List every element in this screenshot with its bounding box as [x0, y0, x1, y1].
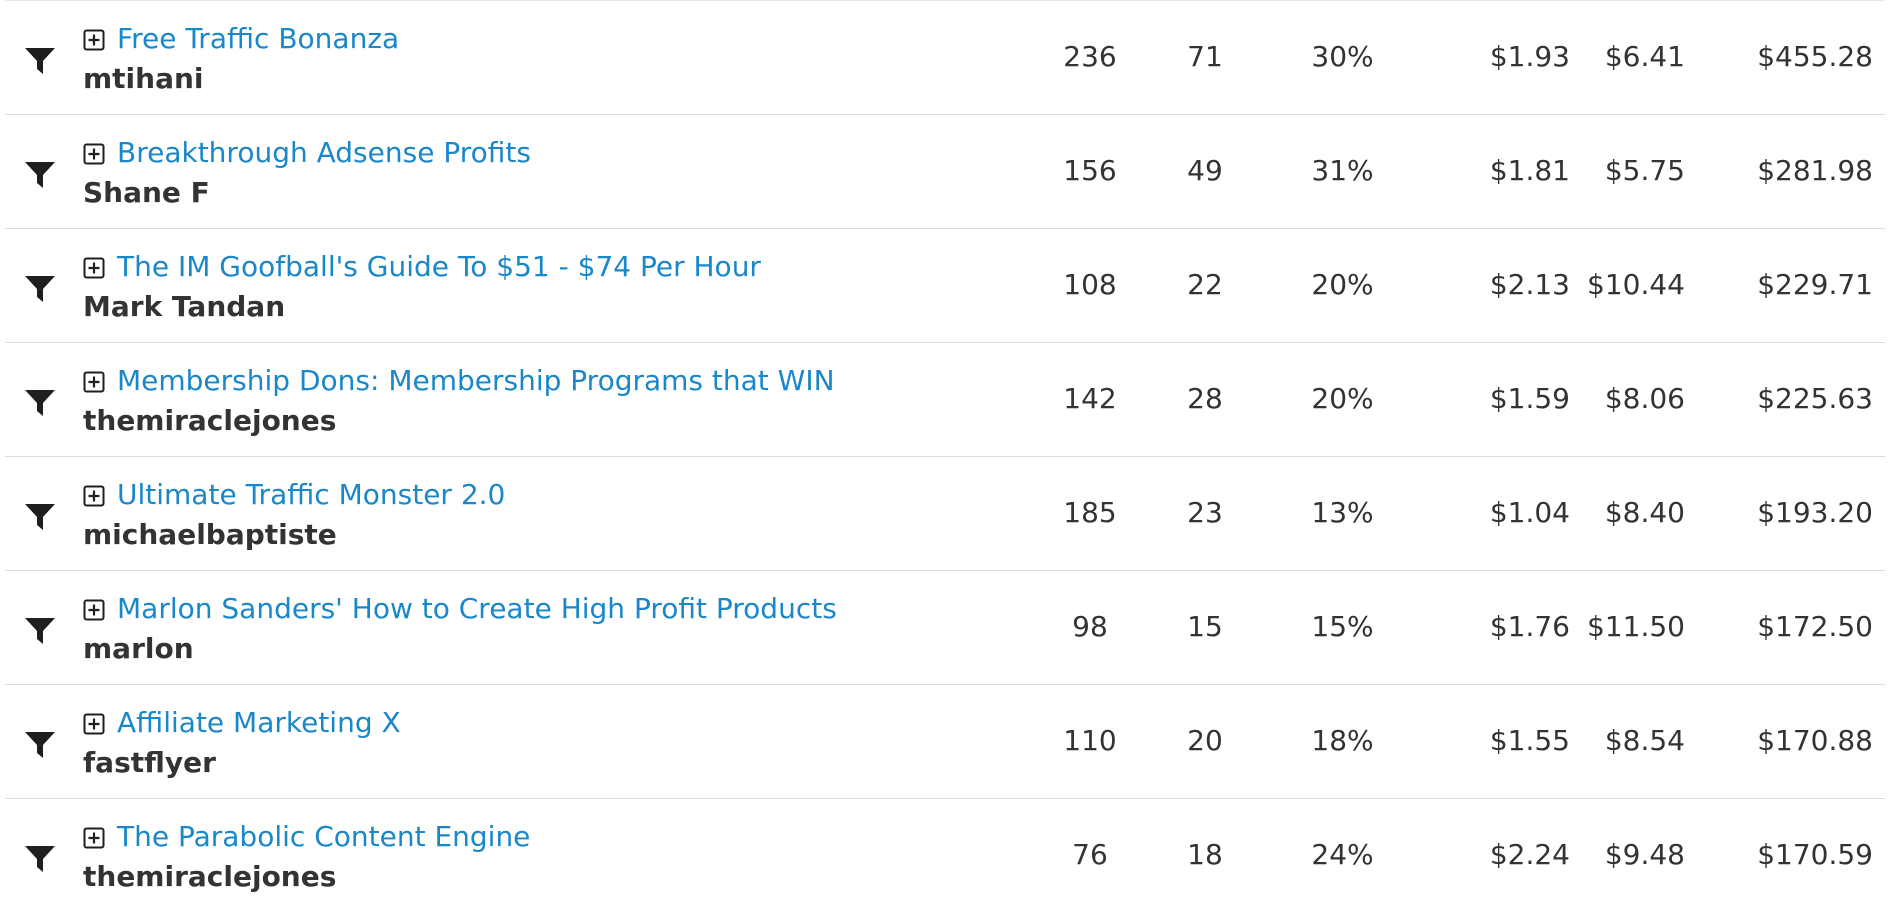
cell-value: $225.63	[1757, 382, 1873, 415]
cell-value: 30%	[1311, 40, 1374, 73]
plus-square-icon[interactable]	[83, 599, 105, 621]
filter-icon[interactable]	[23, 841, 57, 875]
cell-value: 142	[1063, 382, 1117, 415]
cell-value: $1.59	[1489, 382, 1570, 415]
cell-value: $1.81	[1489, 154, 1570, 187]
cell-value: $229.71	[1757, 268, 1873, 301]
cell-value: $170.59	[1757, 838, 1873, 871]
cell-value: $6.41	[1604, 40, 1685, 73]
vendor-name: michaelbaptiste	[83, 518, 337, 551]
cell-value: $2.13	[1489, 268, 1570, 301]
vendor-name: fastflyer	[83, 746, 216, 779]
vendor-name: themiraclejones	[83, 860, 337, 893]
product-title-link[interactable]: Membership Dons: Membership Programs tha…	[117, 364, 835, 397]
cell-value: $1.76	[1489, 610, 1570, 643]
cell-value: 20%	[1311, 268, 1374, 301]
filter-icon[interactable]	[23, 157, 57, 191]
cell-value: 15	[1187, 610, 1223, 643]
vendor-name: Shane F	[83, 176, 210, 209]
cell-value: $172.50	[1757, 610, 1873, 643]
cell-value: 76	[1072, 838, 1108, 871]
filter-icon[interactable]	[23, 385, 57, 419]
product-title-link[interactable]: Free Traffic Bonanza	[117, 22, 400, 55]
product-title-link[interactable]: Ultimate Traffic Monster 2.0	[117, 478, 506, 511]
cell-value: 98	[1072, 610, 1108, 643]
product-title-link[interactable]: Marlon Sanders' How to Create High Profi…	[117, 592, 837, 625]
filter-icon[interactable]	[23, 613, 57, 647]
filter-icon[interactable]	[23, 43, 57, 77]
table-row: Affiliate Marketing X fastflyer 110 20 1…	[5, 684, 1885, 798]
plus-square-icon[interactable]	[83, 143, 105, 165]
table-row: Marlon Sanders' How to Create High Profi…	[5, 570, 1885, 684]
cell-value: $11.50	[1587, 610, 1685, 643]
cell-value: 13%	[1311, 496, 1374, 529]
cell-value: 49	[1187, 154, 1223, 187]
cell-value: 15%	[1311, 610, 1374, 643]
cell-value: $2.24	[1489, 838, 1570, 871]
cell-value: 20%	[1311, 382, 1374, 415]
cell-value: $9.48	[1604, 838, 1685, 871]
vendor-name: mtihani	[83, 62, 204, 95]
cell-value: $8.54	[1604, 724, 1685, 757]
cell-value: 18%	[1311, 724, 1374, 757]
plus-square-icon[interactable]	[83, 713, 105, 735]
plus-square-icon[interactable]	[83, 257, 105, 279]
plus-square-icon[interactable]	[83, 827, 105, 849]
vendor-name: Mark Tandan	[83, 290, 286, 323]
cell-value: $455.28	[1757, 40, 1873, 73]
cell-value: 110	[1063, 724, 1117, 757]
cell-value: $8.06	[1604, 382, 1685, 415]
cell-value: 23	[1187, 496, 1223, 529]
cell-value: $10.44	[1587, 268, 1685, 301]
table-row: Free Traffic Bonanza mtihani 236 71 30% …	[5, 0, 1885, 114]
cell-value: 18	[1187, 838, 1223, 871]
cell-value: 20	[1187, 724, 1223, 757]
vendor-name: themiraclejones	[83, 404, 337, 437]
table-row: The IM Goofball's Guide To $51 - $74 Per…	[5, 228, 1885, 342]
cell-value: 156	[1063, 154, 1117, 187]
table-row: Membership Dons: Membership Programs tha…	[5, 342, 1885, 456]
product-table: Free Traffic Bonanza mtihani 236 71 30% …	[5, 0, 1885, 912]
cell-value: $193.20	[1757, 496, 1873, 529]
product-title-link[interactable]: The IM Goofball's Guide To $51 - $74 Per…	[117, 250, 761, 283]
filter-icon[interactable]	[23, 271, 57, 305]
cell-value: 108	[1063, 268, 1117, 301]
product-title-link[interactable]: The Parabolic Content Engine	[117, 820, 531, 853]
cell-value: 31%	[1311, 154, 1374, 187]
cell-value: $281.98	[1757, 154, 1873, 187]
plus-square-icon[interactable]	[83, 29, 105, 51]
cell-value: $1.93	[1489, 40, 1570, 73]
cell-value: 71	[1187, 40, 1223, 73]
filter-icon[interactable]	[23, 499, 57, 533]
cell-value: 24%	[1311, 838, 1374, 871]
table-row: Ultimate Traffic Monster 2.0 michaelbapt…	[5, 456, 1885, 570]
cell-value: $8.40	[1604, 496, 1685, 529]
plus-square-icon[interactable]	[83, 485, 105, 507]
cell-value: 28	[1187, 382, 1223, 415]
cell-value: $1.55	[1489, 724, 1570, 757]
product-title-link[interactable]: Affiliate Marketing X	[117, 706, 401, 739]
filter-icon[interactable]	[23, 727, 57, 761]
cell-value: $5.75	[1604, 154, 1685, 187]
cell-value: $170.88	[1757, 724, 1873, 757]
plus-square-icon[interactable]	[83, 371, 105, 393]
table-row: Breakthrough Adsense Profits Shane F 156…	[5, 114, 1885, 228]
product-title-link[interactable]: Breakthrough Adsense Profits	[117, 136, 531, 169]
cell-value: $1.04	[1489, 496, 1570, 529]
table-row: The Parabolic Content Engine themiraclej…	[5, 798, 1885, 912]
cell-value: 185	[1063, 496, 1117, 529]
cell-value: 236	[1063, 40, 1117, 73]
cell-value: 22	[1187, 268, 1223, 301]
vendor-name: marlon	[83, 632, 194, 665]
